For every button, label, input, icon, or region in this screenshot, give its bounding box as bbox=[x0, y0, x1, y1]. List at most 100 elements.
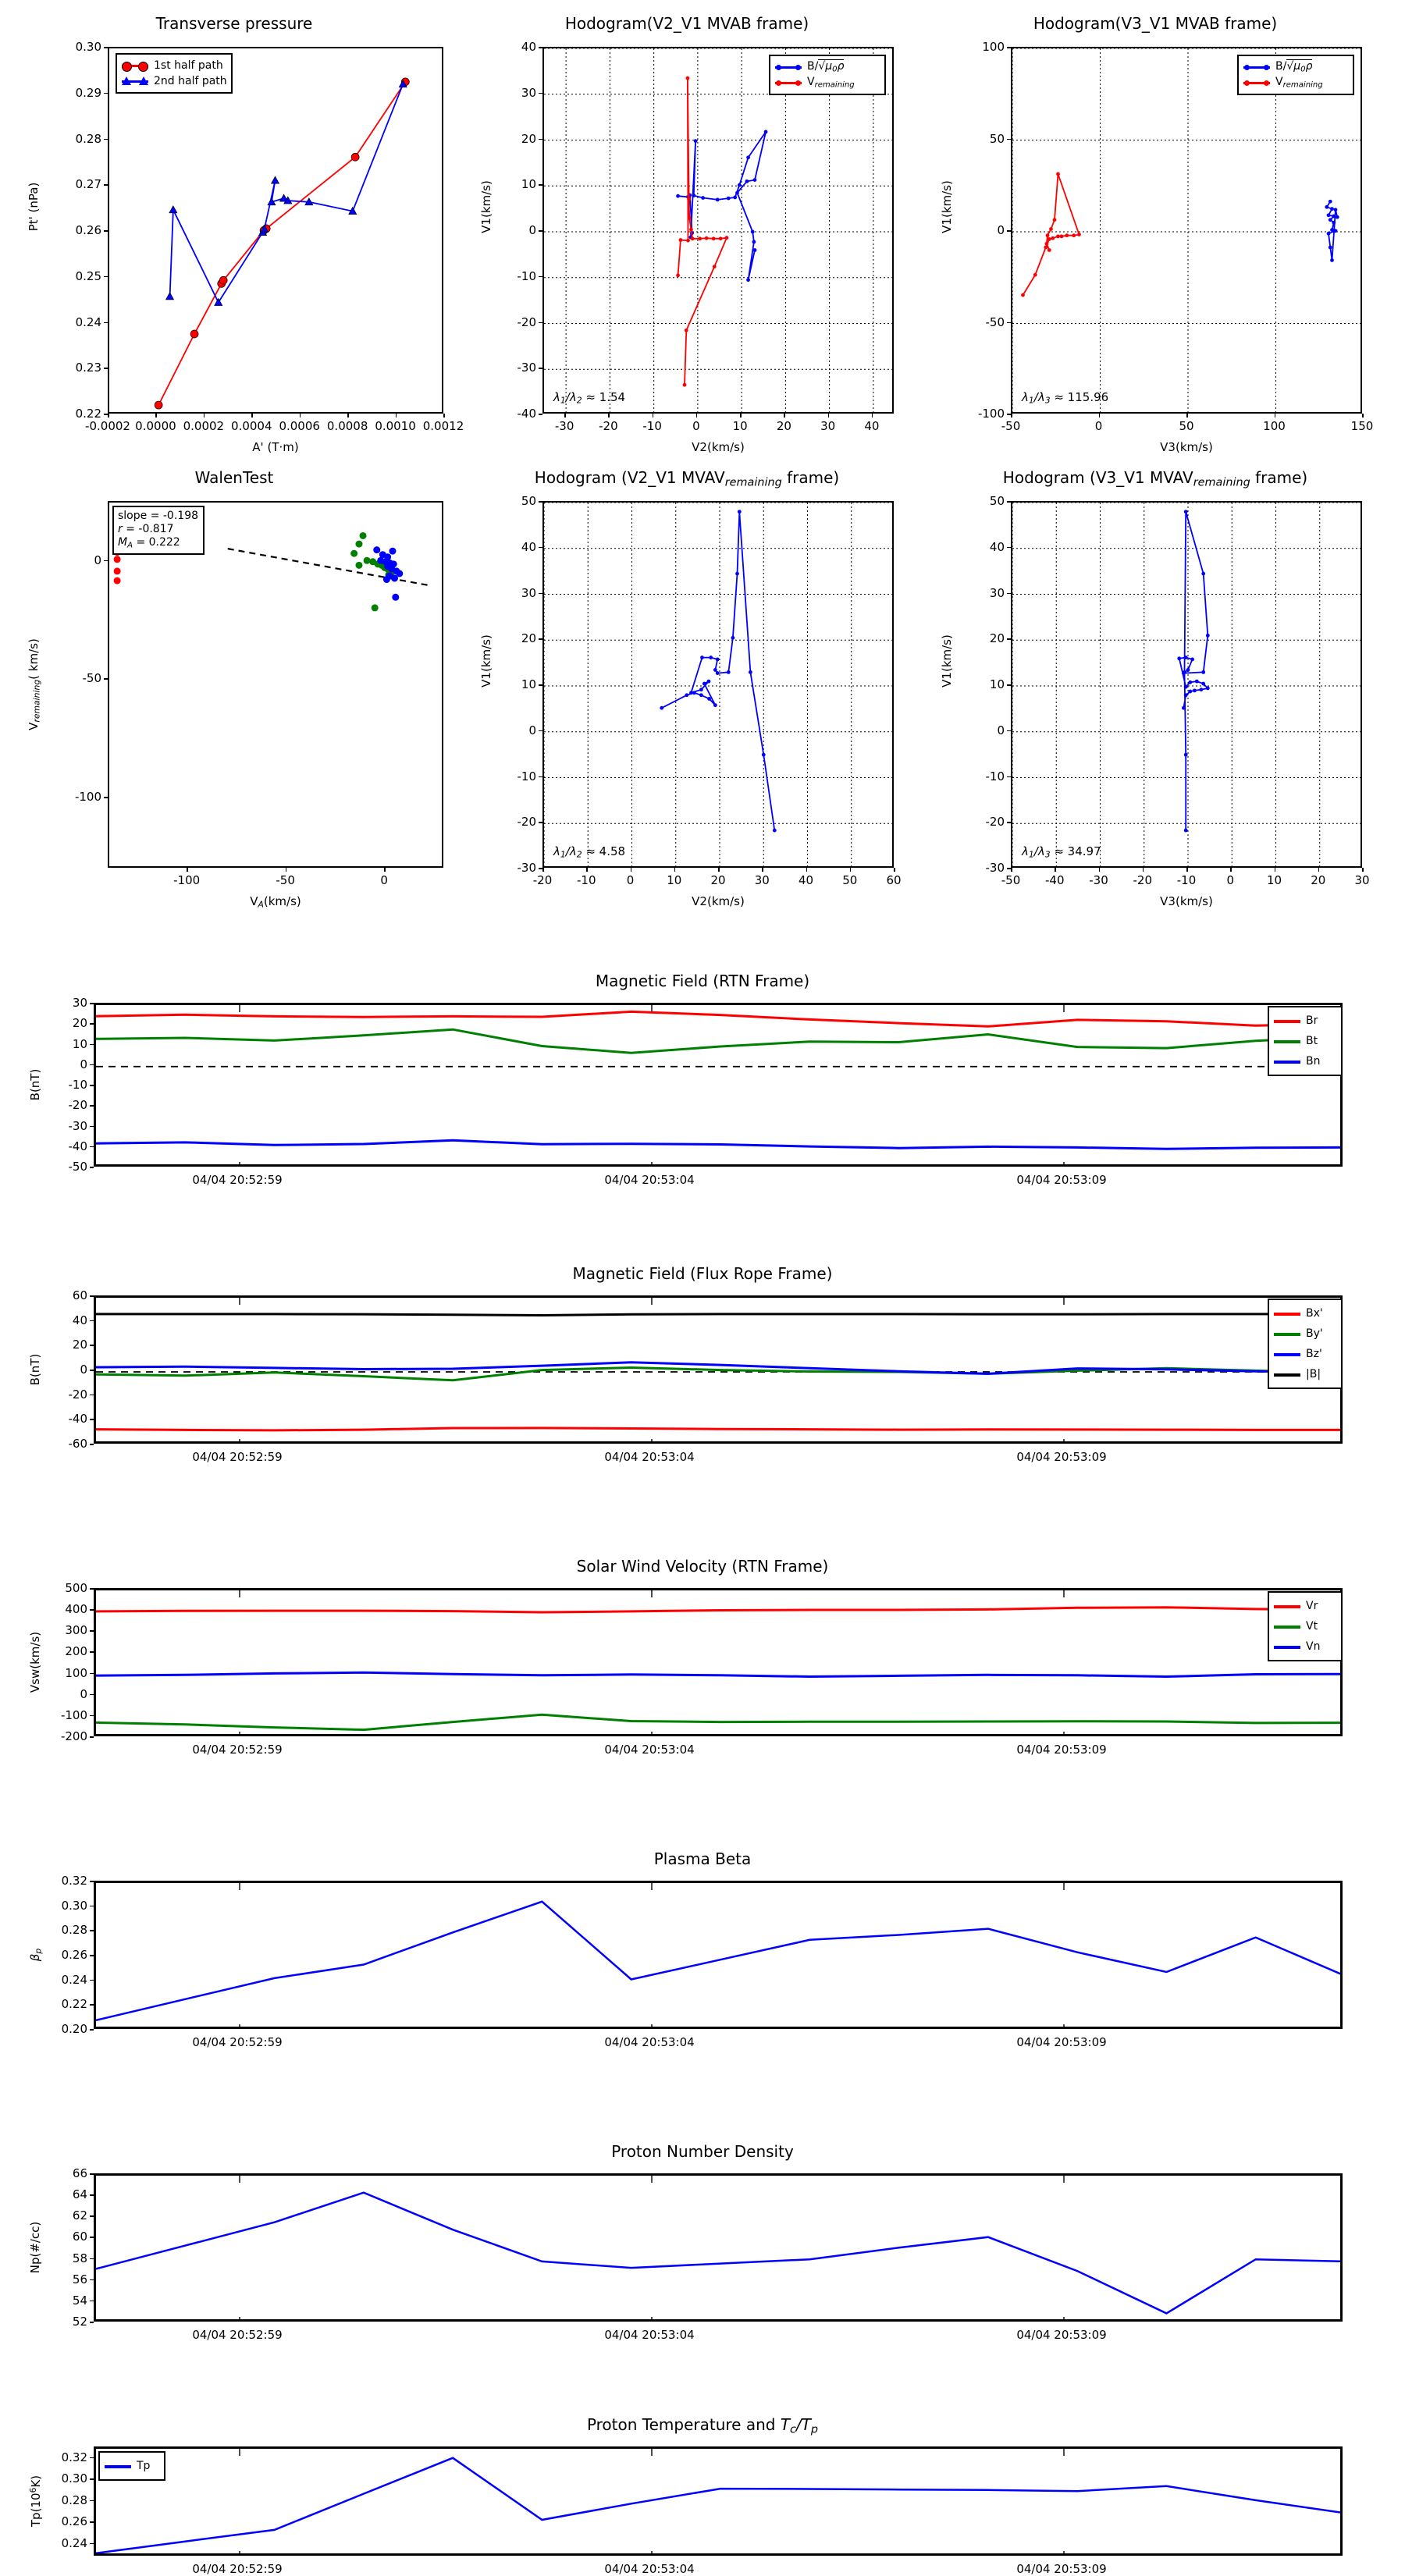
time-tick-label: 04/04 20:52:59 bbox=[192, 1743, 283, 1757]
x-tick bbox=[608, 414, 610, 417]
y-tick-label: 0.27 bbox=[75, 177, 101, 192]
y-tick-label: -40 bbox=[68, 1139, 88, 1153]
legend-swatch bbox=[1243, 77, 1270, 88]
plot-canvas bbox=[154, 77, 410, 410]
plot-canvas bbox=[1012, 503, 1361, 866]
y-tick bbox=[90, 2322, 94, 2323]
y-tick-label: 0 bbox=[997, 723, 1005, 737]
x-tick-label: 50 bbox=[842, 873, 858, 887]
panel-title: Transverse pressure bbox=[155, 14, 313, 33]
plot-canvas bbox=[113, 506, 429, 612]
y-axis-label: Vremaining( km/s) bbox=[27, 638, 42, 730]
time-tick-label: 04/04 20:52:59 bbox=[192, 1450, 283, 1464]
x-tick-label: 60 bbox=[886, 873, 902, 887]
y-tick-label: 200 bbox=[65, 1644, 87, 1659]
y-tick bbox=[539, 776, 542, 777]
legend-row: By' bbox=[1274, 1324, 1336, 1344]
y-tick-label: 0.28 bbox=[61, 1923, 87, 1938]
panel-title: Plasma Beta bbox=[653, 1849, 752, 1868]
y-tick bbox=[539, 230, 542, 232]
y-tick-label: -50 bbox=[68, 1160, 88, 1174]
y-tick bbox=[104, 47, 108, 48]
x-tick-label: 20 bbox=[710, 873, 726, 887]
y-tick-label: -100 bbox=[74, 790, 101, 805]
x-tick-label: -30 bbox=[554, 419, 574, 433]
x-tick-label: 20 bbox=[776, 419, 791, 433]
y-tick bbox=[104, 368, 108, 369]
legend-marker bbox=[795, 65, 801, 70]
y-tick bbox=[104, 414, 108, 415]
y-tick-label: 0 bbox=[997, 223, 1005, 237]
legend-marker bbox=[1264, 80, 1269, 86]
x-axis-label: V2(km/s) bbox=[692, 440, 745, 454]
time-tick-label: 04/04 20:53:09 bbox=[1016, 1173, 1107, 1187]
legend-label: 2nd half path bbox=[154, 75, 227, 87]
legend-marker bbox=[139, 76, 148, 85]
y-tick-label: -30 bbox=[517, 361, 537, 375]
panel-title: Hodogram (V2_V1 MVAVremaining frame) bbox=[534, 468, 840, 489]
y-tick bbox=[90, 1394, 94, 1396]
x-tick bbox=[674, 868, 676, 872]
y-tick bbox=[90, 1085, 94, 1086]
legend-line bbox=[1274, 1353, 1300, 1356]
legend-line bbox=[1274, 1626, 1300, 1629]
y-tick-label: 0.32 bbox=[61, 1874, 87, 1888]
legend-swatch bbox=[775, 77, 802, 88]
y-tick-label: 0.23 bbox=[75, 361, 101, 375]
plot-canvas bbox=[544, 48, 892, 412]
y-tick-label: 300 bbox=[65, 1623, 87, 1638]
y-axis-label: V1(km/s) bbox=[940, 180, 954, 233]
y-tick bbox=[90, 1714, 94, 1717]
x-tick-label: 0.0010 bbox=[375, 419, 416, 433]
x-tick bbox=[384, 868, 386, 872]
y-tick-label: 40 bbox=[989, 539, 1005, 554]
x-tick-label: 50 bbox=[1179, 419, 1194, 433]
legend-timeseries: Vr Vt Vn bbox=[1268, 1591, 1343, 1661]
x-tick bbox=[155, 414, 157, 417]
x-tick bbox=[1186, 414, 1188, 417]
y-tick-label: 54 bbox=[72, 2293, 87, 2308]
plot-canvas bbox=[544, 503, 892, 866]
legend-swatch bbox=[1274, 1641, 1300, 1652]
y-tick bbox=[90, 1320, 94, 1322]
y-tick bbox=[90, 1167, 94, 1168]
x-tick bbox=[762, 868, 763, 872]
y-tick bbox=[1007, 138, 1011, 140]
y-tick bbox=[90, 1146, 94, 1148]
y-tick-label: -40 bbox=[517, 407, 537, 421]
y-tick-label: 0.26 bbox=[61, 1948, 87, 1962]
legend-swatch bbox=[1274, 1621, 1300, 1632]
y-tick bbox=[90, 2004, 94, 2006]
time-tick-label: 04/04 20:53:04 bbox=[604, 2035, 695, 2049]
legend-line bbox=[1274, 1373, 1300, 1377]
legend-swatch bbox=[1274, 1369, 1300, 1380]
x-tick bbox=[827, 414, 830, 417]
y-tick bbox=[104, 230, 108, 232]
x-tick bbox=[652, 414, 654, 417]
y-tick bbox=[104, 92, 108, 94]
y-tick-label: 66 bbox=[72, 2166, 87, 2180]
plot-canvas bbox=[96, 1005, 1340, 1164]
legend-marker bbox=[122, 76, 131, 85]
y-tick-label: -10 bbox=[517, 268, 537, 283]
y-tick-label: 10 bbox=[521, 677, 536, 691]
x-tick-label: 150 bbox=[1350, 419, 1374, 433]
y-tick bbox=[90, 1043, 94, 1045]
y-tick bbox=[90, 1609, 94, 1611]
y-tick-label: -20 bbox=[985, 815, 1005, 830]
y-tick bbox=[90, 1672, 94, 1675]
y-tick bbox=[90, 1125, 94, 1127]
y-tick bbox=[1007, 47, 1011, 48]
x-tick-label: -40 bbox=[1045, 873, 1065, 887]
legend-label: Vn bbox=[1306, 1640, 1321, 1653]
x-tick bbox=[740, 414, 742, 417]
y-tick bbox=[1007, 230, 1011, 232]
legend-row: |B| bbox=[1274, 1364, 1336, 1384]
legend-swatch bbox=[122, 76, 148, 87]
x-tick bbox=[1318, 868, 1320, 872]
legend-label: Vr bbox=[1306, 1600, 1318, 1612]
y-tick-label: -10 bbox=[517, 769, 537, 783]
y-tick bbox=[90, 2300, 94, 2302]
y-tick-label: -200 bbox=[60, 1729, 87, 1743]
legend-swatch bbox=[1274, 1015, 1300, 1026]
